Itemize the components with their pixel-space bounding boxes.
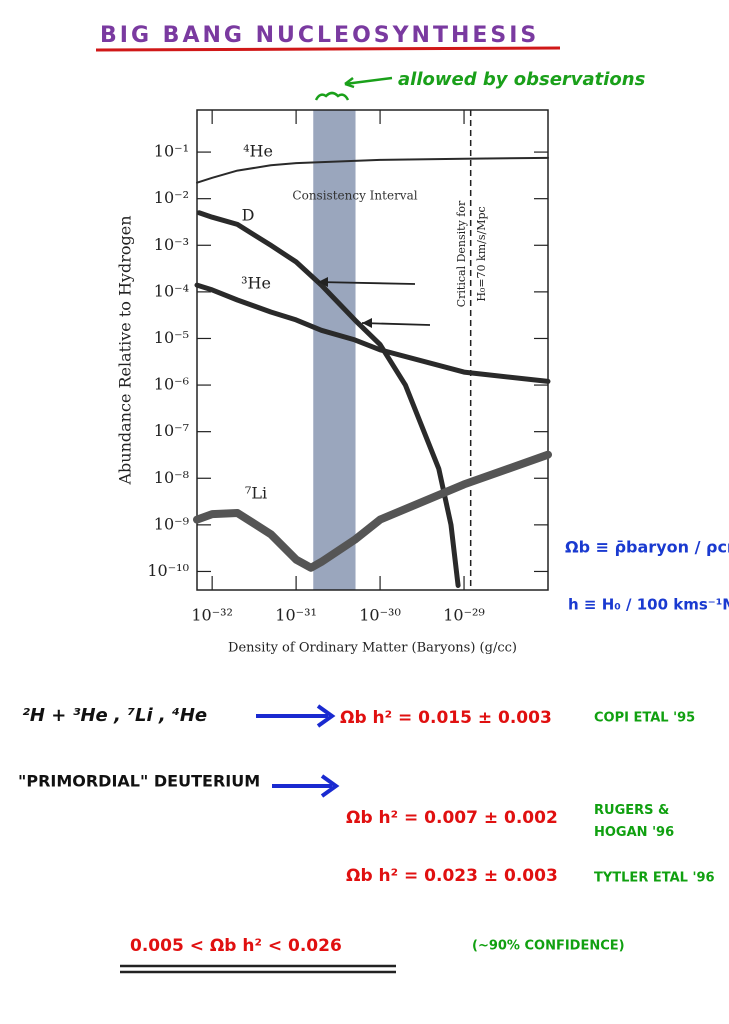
x-tick-label: 10⁻³² xyxy=(191,606,233,625)
result-value: Ωb h² = 0.023 ± 0.003 xyxy=(346,866,558,886)
conclusion-note: (~90% CONFIDENCE) xyxy=(472,939,625,954)
series-label: D xyxy=(242,206,255,225)
series-label: ⁷Li xyxy=(245,484,267,503)
pointer-arrow xyxy=(317,281,416,285)
result-source: TYTLER ETAL '96 xyxy=(594,871,715,886)
chart: Consistency Interval 10⁻¹ 10⁻² 10⁻³ 10⁻⁴ 10⁻⁵… xyxy=(116,109,552,656)
page-title: BIG BANG NUCLEOSYNTHESIS xyxy=(100,23,539,48)
note-arrow xyxy=(344,76,393,86)
arrow-head xyxy=(316,704,336,728)
y-tick-label: 10⁻⁶ xyxy=(154,375,189,394)
plot-frame xyxy=(196,109,549,591)
y-tick-label: 10⁻² xyxy=(154,188,189,207)
band-label: Consistency Interval xyxy=(292,189,417,203)
arrow-head xyxy=(320,774,340,798)
result-value: Ωb h² = 0.007 ± 0.002 xyxy=(346,808,558,828)
consistency-band xyxy=(313,110,356,590)
critical-sublabel: H₀=70 km/s/Mpc xyxy=(475,206,488,301)
pointer-arrow-head xyxy=(362,318,372,328)
result-source: RUGERS & HOGAN '96 xyxy=(594,803,675,840)
result-value: Ωb h² = 0.015 ± 0.003 xyxy=(340,708,552,728)
x-axis-label: Density of Ordinary Matter (Baryons) (g/… xyxy=(228,641,517,656)
y-tick-label: 10⁻⁴ xyxy=(154,281,189,300)
y-axis-label: Abundance Relative to Hydrogen xyxy=(116,216,135,486)
probe: "PRIMORDIAL" DEUTERIUM xyxy=(18,772,260,791)
series-line xyxy=(196,210,461,588)
note-arrow-head xyxy=(344,77,355,89)
brace xyxy=(314,91,350,101)
x-tick-label: 10⁻²⁹ xyxy=(443,606,485,625)
series-line xyxy=(194,282,551,384)
series-label: ³He xyxy=(241,274,271,293)
pointer-arrow xyxy=(361,322,431,326)
y-tick-label: 10⁻³ xyxy=(154,235,189,254)
x-tick-label: 10⁻³¹ xyxy=(275,606,317,625)
pointer-arrow-head xyxy=(318,277,328,287)
series-line xyxy=(193,450,552,572)
x-tick-label: 10⁻³⁰ xyxy=(359,606,401,625)
y-tick-label: 10⁻⁵ xyxy=(154,328,189,347)
source-box: RUGERS & HOGAN '96 xyxy=(594,803,675,840)
y-tick-label: 10⁻¹ xyxy=(154,142,189,161)
h-definition: h ≡ H₀ / 100 kms⁻¹Mpc⁻¹ xyxy=(568,596,729,614)
result-source: COPI ETAL '95 xyxy=(594,711,695,726)
conclusion: 0.005 < Ωb h² < 0.026 xyxy=(130,936,342,956)
series-line xyxy=(196,156,549,184)
probe: ²H + ³He , ⁷Li , ⁴He xyxy=(22,705,207,726)
title-underline xyxy=(95,46,561,52)
y-tick-label: 10⁻⁷ xyxy=(154,421,189,440)
y-tick-label: 10⁻⁹ xyxy=(154,514,190,533)
omega-definition: Ωb ≡ ρ̄baryon / ρcrit xyxy=(565,538,729,557)
series-label: ⁴He xyxy=(243,142,273,161)
y-tick-label: 10⁻¹⁰ xyxy=(147,561,189,580)
band-note: allowed by observations xyxy=(398,69,646,90)
y-tick-label: 10⁻⁸ xyxy=(154,468,189,487)
critical-label: Critical Density for xyxy=(455,200,468,307)
